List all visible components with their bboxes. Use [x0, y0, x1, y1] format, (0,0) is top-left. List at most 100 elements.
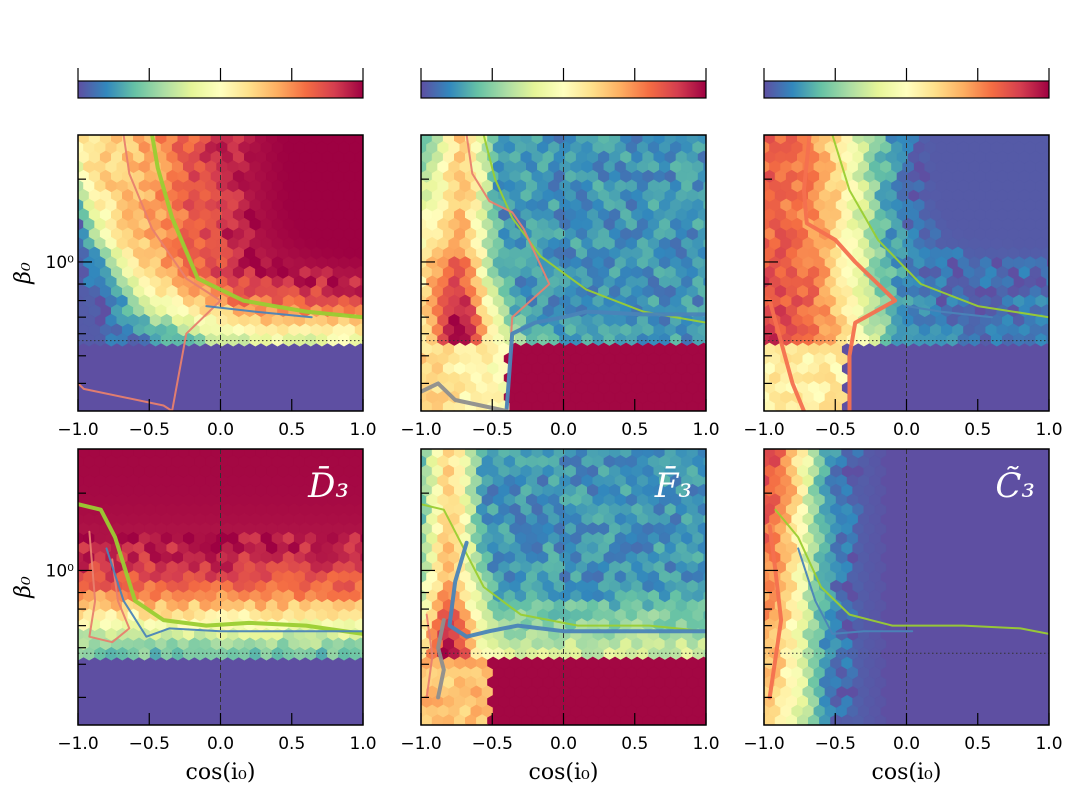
hexbin-cell [664, 135, 666, 136]
hexbin-cell [94, 647, 106, 661]
hexbin-cell [747, 513, 758, 526]
hexbin-cell [265, 135, 268, 136]
hexbin-cell [404, 647, 415, 660]
hexbin-cell [764, 679, 765, 687]
hexbin-cell [709, 561, 720, 574]
hexbin-cell [764, 230, 765, 238]
hexbin-cell [452, 723, 457, 725]
hexbin-cell [1052, 266, 1063, 279]
hexbin-cell [421, 345, 422, 353]
hexbin-cell [254, 135, 256, 136]
hexbin-cell [518, 723, 523, 725]
hexbin-cell [421, 449, 422, 456]
hexbin-cell [171, 647, 184, 661]
hexbin-cell [968, 333, 981, 347]
hexbin-cell [349, 333, 361, 347]
hexbin-cell [585, 409, 590, 411]
hexbin-cell [404, 391, 415, 404]
hexbin-cell [282, 333, 295, 347]
hexbin-cell [249, 333, 262, 347]
hexbin-cell [747, 295, 758, 308]
hexbin-cell [61, 455, 72, 468]
hexbin-cell [452, 409, 457, 411]
hexbin-cell [243, 449, 245, 450]
contour-line [767, 524, 784, 700]
hexbin-cell [902, 333, 914, 347]
hexbin-cell [78, 153, 79, 161]
hexbin-cell [946, 333, 959, 347]
hexbin-cell [366, 446, 377, 459]
panel-tag: C̃₃ [995, 466, 1035, 506]
hexbin-cell [619, 135, 622, 136]
hexbin-cell [366, 151, 377, 164]
x-tick-label: 1.0 [1035, 420, 1062, 440]
y-axis-label: β₀ [11, 262, 36, 285]
hexbin-cell [404, 218, 415, 231]
hexbin-cell [1052, 324, 1063, 337]
hexbin-cell [764, 135, 765, 142]
hexbin-cell [542, 135, 544, 136]
hexbin-cell [596, 409, 601, 411]
hexbin-cell [709, 503, 720, 516]
hexbin-cell [907, 135, 909, 136]
x-tick-label: 1.0 [349, 420, 376, 440]
hexbin-cell [913, 333, 925, 347]
hexbin-cell [1052, 151, 1063, 164]
hexbin-cell [795, 409, 800, 411]
x-tick-label: −0.5 [472, 734, 513, 754]
hexbin-cell [238, 647, 251, 661]
hexbin-cell [321, 449, 323, 450]
hexbin-cell [747, 686, 758, 699]
hexbin-cell [61, 475, 72, 488]
hexbin-cell [841, 135, 843, 136]
hexbin-cell [366, 132, 377, 145]
hexbin-cell [709, 465, 720, 478]
hexbin-cell [747, 532, 758, 545]
hexbin-cell [349, 647, 361, 661]
hexbin-cell [421, 249, 422, 257]
hexbin-cell [697, 714, 706, 725]
hexbin-cell [747, 647, 758, 660]
hexbin-cell [421, 403, 422, 411]
panel-D-row0: −1.0 −0.5 0.0 0.5 1.0 10⁰ β₀ [11, 132, 377, 440]
hexbin-cell [1013, 333, 1025, 347]
hexbin-cell [542, 449, 544, 450]
hexbin-cell [310, 449, 312, 450]
hexbin-cell [421, 135, 422, 136]
hexbin-cell [421, 135, 422, 142]
hexbin-cell [366, 324, 377, 337]
hexbin-cell [874, 449, 876, 450]
hexbin-cell [597, 449, 599, 450]
hexbin-cell [421, 506, 422, 514]
hexbin-cell [486, 135, 489, 136]
hexbin-cell [404, 257, 415, 270]
hexbin-cell [597, 135, 599, 136]
hexbin-cell [531, 449, 533, 450]
hexbin-cell [857, 333, 870, 347]
hexbin-cell [121, 449, 123, 450]
hexbin-cell [642, 135, 644, 136]
hexbin-cell [1040, 135, 1042, 136]
hexbin-cell [697, 135, 699, 136]
x-tick-label: 1.0 [1035, 734, 1062, 754]
hexbin-cell [366, 228, 377, 241]
hexbin-cell [421, 583, 422, 591]
hexbin-cell [299, 135, 301, 136]
hexbin-cell [254, 449, 256, 450]
hexbin-cell [764, 384, 765, 392]
hexbin-cell [764, 269, 765, 277]
hexbin-cell [764, 487, 765, 495]
hexbin-cell [78, 544, 79, 552]
hexbin-cell [216, 333, 228, 347]
hexbin-cell [686, 449, 688, 450]
hexbin-cell [421, 153, 422, 161]
hexbin-cell [747, 391, 758, 404]
hexbin-cell [166, 135, 168, 136]
hexbin-cell [764, 717, 765, 725]
hexbin-cell [421, 640, 422, 648]
panel-C-row1: −1.0 −0.5 0.0 0.5 1.0 cos(i₀) C̃₃ [743, 448, 1063, 785]
x-tick-label: −0.5 [129, 420, 170, 440]
hexbin-cell [673, 723, 678, 725]
contours [78, 502, 363, 644]
hexbin-cell [61, 314, 72, 327]
